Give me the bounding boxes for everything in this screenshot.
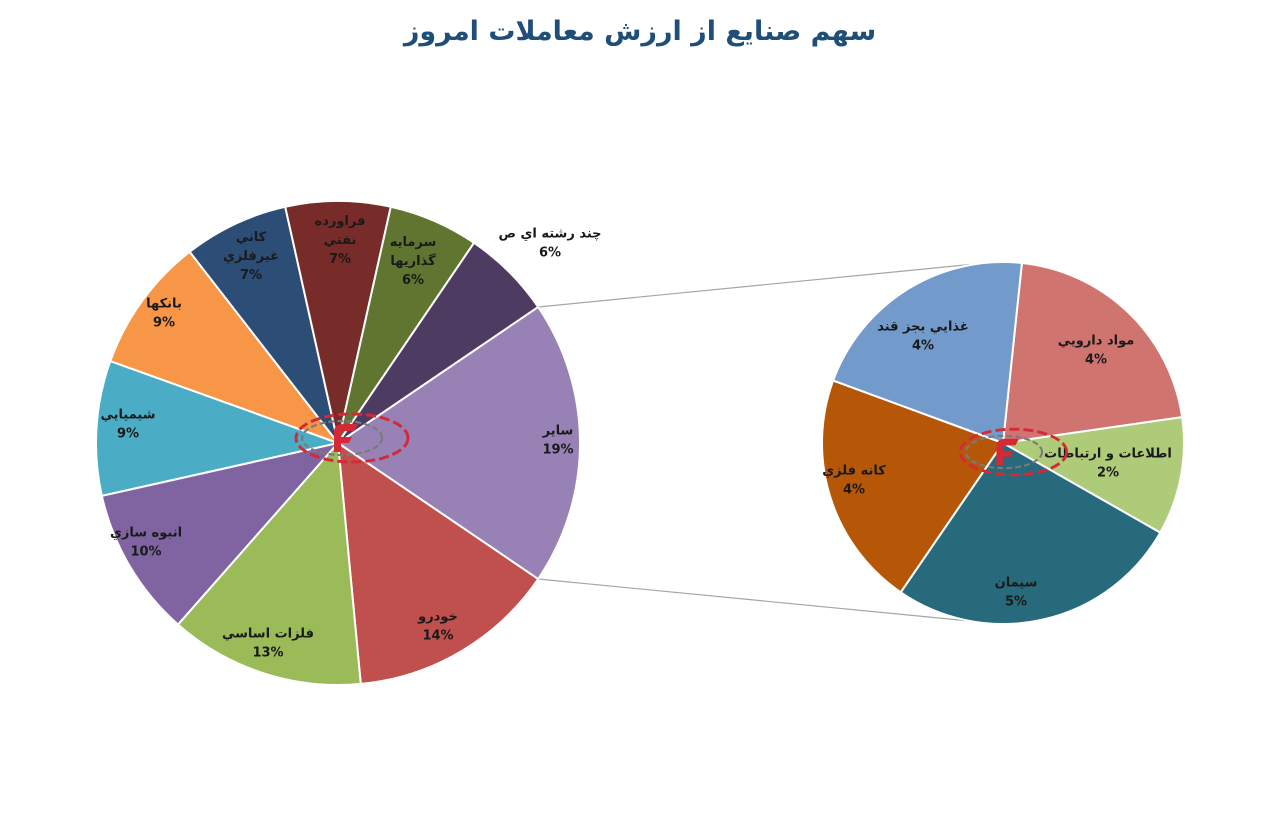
sub-slice-label: غذايي بجز قند 4% bbox=[877, 320, 969, 354]
sub-slice-0 bbox=[1001, 261, 1184, 445]
main-slice-6 bbox=[188, 205, 339, 444]
main-slice-label: انبوه سازي 10% bbox=[110, 526, 182, 560]
main-slice-label: چند رشته اي ص 6% bbox=[498, 227, 601, 261]
main-slice-label: شيميايي 9% bbox=[100, 408, 155, 442]
logo-mark bbox=[996, 438, 1020, 466]
main-slice-1 bbox=[336, 440, 540, 686]
secondary-pie: مواد دارويي 4% اطلاعات و ارتباطات 2% سيمان 5%… bbox=[821, 261, 1185, 625]
sub-slice-label: مواد دارويي 4% bbox=[1058, 334, 1135, 368]
logo-watermark-secondary bbox=[958, 427, 1069, 477]
main-slice-label: فلزات اساسي 13% bbox=[222, 627, 314, 661]
main-slice-0 bbox=[336, 305, 581, 581]
main-slice-label: بانكها 9% bbox=[146, 297, 182, 331]
logo-mark bbox=[964, 434, 1044, 470]
logo-watermark-main bbox=[294, 412, 410, 464]
main-slice-7 bbox=[284, 200, 392, 444]
sub-slice-2 bbox=[899, 441, 1162, 625]
connector-line-bottom bbox=[538, 578, 981, 623]
main-slice-label: سرمايه گذاريها 6% bbox=[390, 235, 437, 288]
main-slice-4 bbox=[95, 359, 342, 497]
sub-slice-label: سيمان 5% bbox=[995, 576, 1038, 610]
sub-slice-label: اطلاعات و ارتباطات 2% bbox=[1044, 447, 1172, 481]
main-slice-9 bbox=[337, 241, 540, 444]
sub-slice-1 bbox=[999, 416, 1185, 534]
main-slice-label: كاني غيرفلزي 7% bbox=[223, 230, 279, 283]
main-slice-label: فراورده نفتي 7% bbox=[315, 214, 366, 267]
logo-mark bbox=[294, 412, 410, 464]
sub-slice-4 bbox=[831, 261, 1024, 445]
main-pie: ساير 19% خودرو 14% فلزات اساسي 13% انبوه سازي 1… bbox=[95, 200, 602, 686]
connector-lines bbox=[538, 263, 981, 623]
chart-title: سهم صنایع از ارزش معاملات امروز bbox=[403, 16, 877, 47]
main-slice-3 bbox=[100, 441, 341, 626]
logo-mark bbox=[334, 424, 358, 452]
logo-mark bbox=[958, 427, 1069, 477]
main-slice-label: خودرو 14% bbox=[417, 610, 458, 644]
connector-line-top bbox=[538, 263, 976, 308]
sub-slice-3 bbox=[821, 379, 1005, 594]
main-slice-5 bbox=[109, 250, 341, 446]
sub-slice-label: كانه فلزي 4% bbox=[822, 464, 886, 498]
main-slice-label: ساير 19% bbox=[542, 424, 574, 458]
main-slice-2 bbox=[176, 440, 362, 686]
logo-mark bbox=[300, 419, 384, 457]
